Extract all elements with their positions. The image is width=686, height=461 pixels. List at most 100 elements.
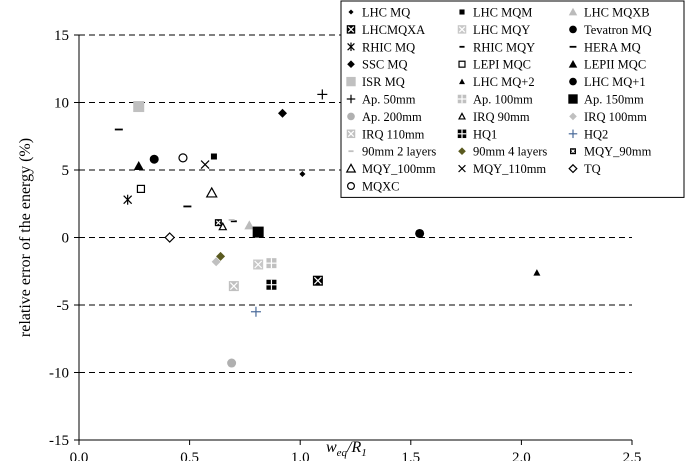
legend-label-lhc-mq-2: LHC MQ+2: [473, 75, 535, 89]
legend-label-ap-50mm: Ap. 50mm: [362, 93, 416, 107]
point-lhc-mqm: [210, 153, 217, 160]
x-axis-title-sub: eq: [337, 447, 348, 459]
axes: [74, 34, 633, 445]
point-ap-200mm: [227, 358, 237, 368]
y-tick-label-6: -15: [49, 433, 69, 449]
legend-item-lhc-mqy: LHC MQY: [457, 23, 530, 37]
legend-item-hq2: HQ2: [568, 127, 608, 141]
legend-item-tevatron-mq: Tevatron MQ: [569, 23, 652, 37]
legend-label-lhcmqxa: LHCMQXA: [362, 23, 425, 37]
legend-marker-irq-100mm: [569, 112, 577, 121]
legend-label-mqy-100mm: MQY_100mm: [362, 162, 436, 176]
legend-label-ssc-mq: SSC MQ: [362, 58, 408, 72]
point-lhc-mq-2: [533, 269, 541, 276]
legend-item-irq-110mm: IRQ 110mm: [346, 127, 425, 141]
legend-label-ap-100mm: Ap. 100mm: [473, 93, 533, 107]
legend-item-ap-150mm: Ap. 150mm: [568, 93, 644, 107]
point-lhc-mq-1: [149, 154, 159, 164]
legend-marker-ssc-mq: [347, 60, 355, 69]
legend-item-90mm-2-layers: 90mm 2 layers: [348, 145, 436, 159]
point-90mm-4-layers: [216, 251, 226, 261]
legend-label-lepi-mqc: LEPI MQC: [473, 58, 531, 72]
legend-marker-lhc-mqm: [459, 9, 465, 15]
y-tick-label-3: 0: [62, 231, 70, 247]
point-irq-110mm: [228, 281, 239, 292]
legend-label-ap-150mm: Ap. 150mm: [584, 93, 644, 107]
legend-item-lhc-mqxb: LHC MQXB: [568, 6, 650, 20]
legend-marker-lhc-mqy: [457, 25, 467, 34]
x-tick-label-3: 1.5: [401, 450, 420, 461]
legend-item-irq-90mm: IRQ 90mm: [458, 110, 530, 124]
x-tick-label-2: 1.0: [291, 450, 310, 461]
legend-label-lhc-mqxb: LHC MQXB: [584, 6, 650, 20]
legend-label-90mm-2-layers: 90mm 2 layers: [362, 145, 436, 159]
y-tick-label-5: -10: [49, 366, 69, 382]
legend-marker-mqy-100mm: [345, 163, 357, 173]
point-mqxc: [178, 153, 188, 163]
legend-item-ap-50mm: Ap. 50mm: [346, 93, 416, 107]
legend-marker-lhc-mqxb: [568, 7, 578, 16]
legend-item-ap-100mm: Ap. 100mm: [457, 93, 533, 107]
legend-label-rhic-mqy: RHIC MQY: [473, 40, 535, 54]
legend-label-isr-mq: ISR MQ: [362, 75, 405, 89]
point-irq-100mm: [211, 257, 221, 267]
point-lepi-mqc: [136, 184, 146, 193]
legend-box: [340, 0, 685, 198]
point-hq1: [266, 279, 277, 290]
legend-item-mqxc: MQXC: [347, 180, 400, 194]
legend-item-rhic-mqy: RHIC MQY: [459, 40, 535, 54]
legend-marker-90mm-4-layers: [458, 147, 466, 156]
legend-marker-mqy-110mm: [458, 164, 466, 173]
legend: LHC MQ LHC MQM LHC MQXB LHCMQXA LHC MQY Tevat…: [340, 0, 685, 198]
legend-label-mqxc: MQXC: [362, 180, 400, 194]
point-mqy-110mm: [200, 160, 210, 170]
legend-item-lhc-mqm: LHC MQM: [459, 6, 532, 20]
legend-item-isr-mq: ISR MQ: [346, 75, 405, 89]
point-ap-50mm: [317, 89, 328, 100]
legend-label-irq-100mm: IRQ 100mm: [584, 110, 647, 124]
legend-label-ap-200mm: Ap. 200mm: [362, 110, 422, 124]
legend-item-ap-200mm: Ap. 200mm: [347, 110, 422, 124]
y-tick-label-4: -5: [57, 298, 70, 314]
legend-label-lhc-mqy: LHC MQY: [473, 23, 530, 37]
legend-marker-lhc-mq: [348, 9, 354, 15]
legend-item-lhcmqxa: LHCMQXA: [346, 23, 425, 37]
legend-label-90mm-4-layers: 90mm 4 layers: [473, 145, 547, 159]
point-hq2: [250, 306, 261, 317]
x-axis-title: weq/R1: [326, 439, 367, 459]
legend-marker-ap-200mm: [347, 112, 355, 121]
legend-label-hq2: HQ2: [584, 127, 608, 141]
legend-item-hq1: HQ1: [457, 127, 497, 141]
point-lhcmqxa: [312, 275, 323, 286]
legend-marker-isr-mq: [346, 76, 356, 87]
legend-marker-hq2: [568, 129, 578, 139]
data-points: [114, 89, 541, 368]
legend-marker-lhcmqxa: [346, 25, 356, 34]
legend-marker-lepii-mqc: [568, 59, 578, 68]
legend-item-tq: TQ: [568, 162, 601, 176]
point-irq-90mm: [218, 221, 228, 231]
legend-marker-lhc-mq-2: [459, 78, 465, 85]
legend-label-lepii-mqc: LEPII MQC: [584, 58, 646, 72]
point-ssc-mq: [278, 108, 288, 118]
x-tick-label-5: 2.5: [623, 450, 642, 461]
point-ap-100mm: [266, 258, 277, 269]
legend-item-lepi-mqc: LEPI MQC: [458, 58, 531, 72]
legend-label-rhic-mq: RHIC MQ: [362, 40, 415, 54]
legend-label-irq-110mm: IRQ 110mm: [362, 127, 425, 141]
tick-labels: 0.0 0.5 1.0 1.5 2.0 2.5 15 10 5 0 -5 -10 -15: [49, 28, 641, 461]
legend-marker-lhc-mq-1: [569, 77, 577, 86]
legend-marker-lepi-mqc: [458, 60, 466, 68]
legend-label-irq-90mm: IRQ 90mm: [473, 110, 530, 124]
legend-item-lepii-mqc: LEPII MQC: [568, 58, 646, 72]
legend-marker-ap-50mm: [346, 94, 356, 104]
legend-item-lhc-mq: LHC MQ: [348, 6, 410, 20]
point-mqy-90mm: [214, 219, 222, 227]
legend-label-mqy-110mm: MQY_110mm: [473, 162, 546, 176]
legend-label-lhc-mqm: LHC MQM: [473, 6, 532, 20]
point-lhc-mq: [299, 171, 306, 178]
legend-item-mqy-90mm: MQY_90mm: [570, 145, 652, 159]
legend-marker-irq-110mm: [346, 129, 356, 139]
legend-marker-mqxc: [347, 182, 356, 191]
legend-label-mqy-90mm: MQY_90mm: [584, 145, 652, 159]
